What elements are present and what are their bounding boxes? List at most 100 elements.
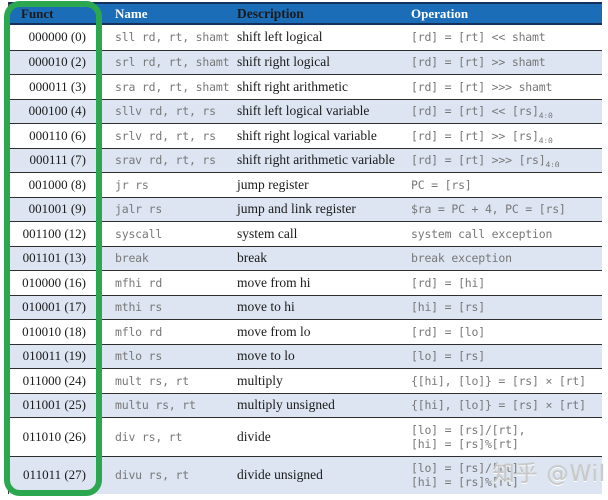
operation-cell: [rd] = [hi]: [407, 276, 602, 290]
table-row: 001101 (13) break break break exception: [9, 245, 602, 270]
name-cell: div rs, rt: [115, 429, 183, 444]
description-cell: shift right logical: [237, 54, 330, 70]
table-row: 000110 (6) srlv rd, rt, rs shift right l…: [9, 123, 602, 148]
operation-cell: {[hi], [lo]} = [rs] × [rt]: [407, 398, 602, 412]
description-cell: shift right arithmetic variable: [237, 152, 395, 168]
name-cell: multu rs, rt: [115, 398, 196, 413]
operation-text: [rd] = [rt] >>> shamt: [411, 80, 552, 94]
operation-text: [rd] = [rt] >> shamt: [411, 55, 546, 70]
operation-main: {[hi], [lo]} = [rs] × [rt]: [411, 373, 586, 388]
operation-main: system call exception: [411, 226, 553, 241]
operation-text: [lo] = [rs]: [411, 349, 485, 363]
table-row: 010000 (16) mfhi rd move from hi [rd] = …: [9, 270, 602, 295]
funct-cell: 001101 (13): [22, 250, 86, 266]
column-header-description: Description: [237, 5, 304, 21]
funct-cell: 000100 (4): [28, 103, 86, 119]
name-cell: sra rd, rt, shamt: [115, 79, 230, 94]
operation-cell: [rd] = [rt] >>> shamt: [407, 80, 602, 94]
description-cell: shift right arithmetic: [237, 78, 348, 94]
operation-main: [rd] = [rt] << [rs]: [411, 104, 539, 119]
funct-cell: 000011 (3): [29, 78, 86, 94]
table-row: 011011 (27) divu rs, rt divide unsigned …: [9, 455, 602, 494]
operation-main: [rd] = [rt] >> [rs]: [411, 128, 539, 143]
funct-cell: 010000 (16): [22, 274, 86, 290]
operation-text-line2: [hi] = [rs]%[rt]: [411, 436, 519, 451]
table-body: 000000 (0) sll rd, rt, shamt shift left …: [9, 25, 602, 494]
operation-cell: [rd] = [rt] >>> [rs]4:0: [407, 153, 602, 167]
name-cell: mtlo rs: [115, 349, 163, 364]
operation-cell: [rd] = [rt] << [rs]4:0: [407, 104, 602, 118]
operation-text: [hi] = [rs]: [411, 300, 485, 314]
funct-cell: 000110 (6): [29, 127, 86, 143]
funct-cell: 001100 (12): [22, 225, 86, 241]
description-cell: move to hi: [237, 299, 295, 315]
funct-cell: 010001 (17): [22, 299, 86, 315]
table-header-row: Funct Name Description Operation: [9, 2, 602, 25]
name-cell: srlv rd, rt, rs: [115, 128, 216, 143]
name-cell: sll rd, rt, shamt: [115, 30, 230, 45]
operation-cell: break exception: [407, 251, 602, 265]
table-row: 000010 (2) srl rd, rt, shamt shift right…: [9, 49, 602, 74]
name-cell: sllv rd, rt, rs: [115, 104, 216, 119]
watermark-text: 知乎 @Wil: [492, 462, 606, 487]
operation-main: [lo] = [rs]/[rt],: [411, 461, 526, 476]
operation-subscript: 4:0: [538, 111, 553, 119]
description-cell: break: [237, 250, 267, 266]
table-row: 000000 (0) sll rd, rt, shamt shift left …: [9, 25, 602, 50]
table-row: 001000 (8) jr rs jump register PC = [rs]: [9, 172, 602, 197]
operation-cell: {[hi], [lo]} = [rs] × [rt]: [407, 374, 602, 388]
funct-cell: 011000 (24): [22, 372, 86, 388]
operation-main: [rd] = [rt] >>> shamt: [411, 79, 553, 94]
funct-cell: 001001 (9): [28, 201, 86, 217]
operation-text-line2: [hi] = [rs]%[rt]: [411, 475, 519, 490]
description-cell: jump and link register: [237, 201, 356, 217]
operation-main: [rd] = [lo]: [411, 324, 485, 339]
operation-text: break exception: [411, 251, 512, 265]
name-cell: mult rs, rt: [115, 373, 189, 388]
operation-main: [rd] = [rt] >> shamt: [411, 55, 546, 70]
operation-cell: [rd] = [lo]: [407, 325, 602, 339]
operation-cell: [lo] = [rs]/[rt], [hi] = [rs]%[rt]: [407, 461, 602, 489]
column-header-funct: Funct: [21, 5, 54, 21]
funct-cell: 011011 (27): [23, 467, 86, 483]
operation-subscript: 4:0: [538, 136, 553, 143]
table-row: 010010 (18) mflo rd move from lo [rd] = …: [9, 319, 602, 344]
funct-cell: 011010 (26): [22, 428, 86, 444]
operation-text: [rd] = [hi]: [411, 276, 485, 290]
operation-cell: $ra = PC + 4, PC = [rs]: [407, 202, 602, 216]
table-row: 011000 (24) mult rs, rt multiply {[hi], …: [9, 368, 602, 393]
description-cell: move to lo: [237, 348, 295, 364]
operation-text: $ra = PC + 4, PC = [rs]: [411, 202, 566, 216]
table-row: 011001 (25) multu rs, rt multiply unsign…: [9, 392, 602, 417]
table-row: 000011 (3) sra rd, rt, shamt shift right…: [9, 74, 602, 99]
operation-cell: [lo] = [rs]: [407, 349, 602, 363]
operation-text: system call exception: [411, 227, 552, 241]
name-cell: break: [115, 251, 149, 266]
table-row: 010001 (17) mthi rs move to hi [hi] = [r…: [9, 294, 602, 319]
name-cell: mfhi rd: [115, 275, 163, 290]
name-cell: jr rs: [115, 177, 149, 192]
operation-text: [rd] = [rt] << shamt: [411, 30, 546, 44]
operation-main: $ra = PC + 4, PC = [rs]: [411, 202, 566, 217]
funct-cell: 001000 (8): [28, 176, 86, 192]
table-row: 001001 (9) jalr rs jump and link registe…: [9, 196, 602, 221]
operation-text: [rd] = [rt] << [rs]4:0: [411, 104, 553, 118]
funct-cell: 010011 (19): [22, 348, 86, 364]
table-row: 010011 (19) mtlo rs move to lo [lo] = [r…: [9, 343, 602, 368]
funct-cell: 011001 (25): [22, 397, 86, 413]
description-cell: multiply unsigned: [237, 397, 335, 413]
operation-main: [rd] = [rt] >>> [rs]: [411, 153, 546, 168]
operation-main: PC = [rs]: [411, 177, 472, 192]
operation-text: {[hi], [lo]} = [rs] × [rt]: [411, 398, 586, 412]
operation-text: [rd] = [rt] >>> [rs]4:0: [411, 153, 560, 168]
name-cell: mflo rd: [115, 324, 163, 339]
description-cell: multiply: [237, 372, 283, 388]
operation-text: [lo] = [rs]/[rt],: [411, 461, 526, 476]
operation-cell: [lo] = [rs]/[rt], [hi] = [rs]%[rt]: [407, 423, 602, 451]
operation-cell: system call exception: [407, 227, 602, 241]
table-row: 000111 (7) srav rd, rt, rs shift right a…: [9, 147, 602, 172]
description-cell: move from hi: [237, 274, 311, 290]
operation-cell: [rd] = [rt] << shamt: [407, 30, 602, 44]
column-header-operation: Operation: [411, 5, 469, 21]
